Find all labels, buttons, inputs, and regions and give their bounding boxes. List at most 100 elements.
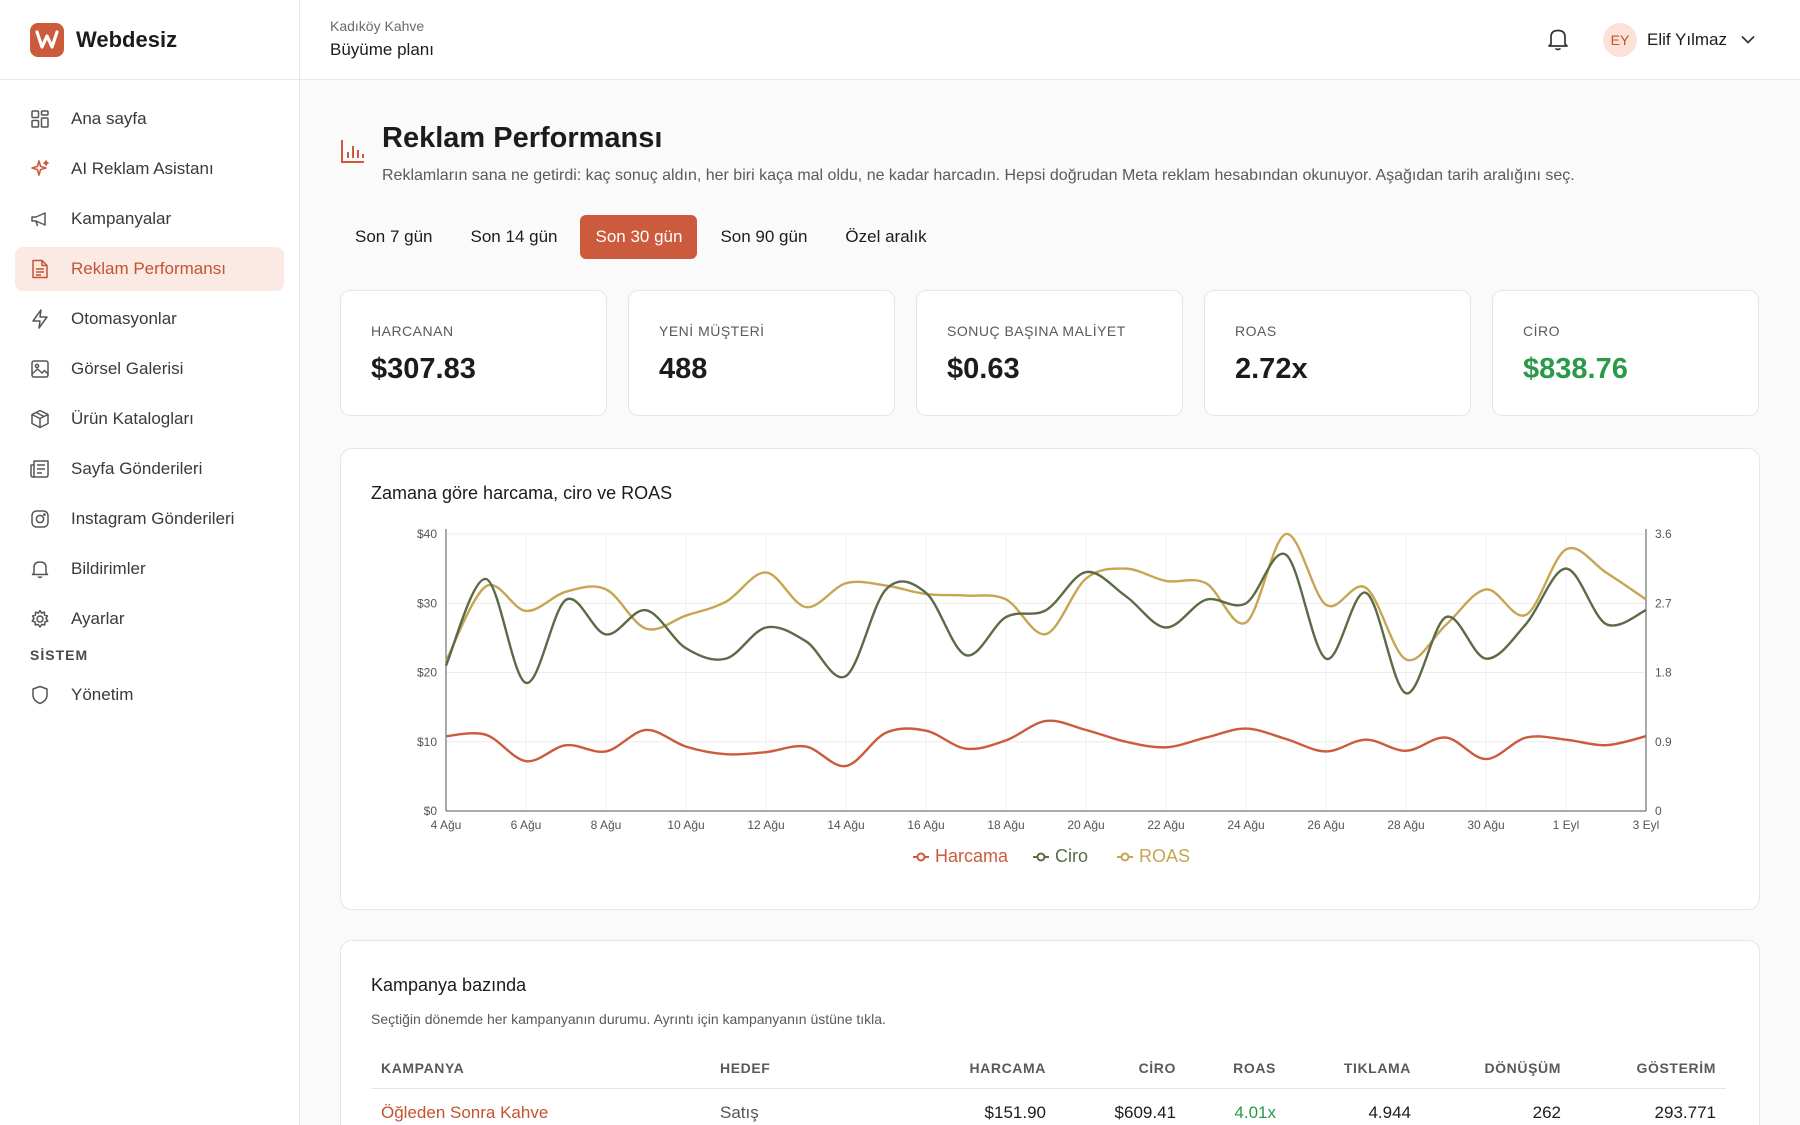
sidebar-item-instagram-gonderileri[interactable]: Instagram Gönderileri — [15, 497, 284, 541]
column-header[interactable]: DÖNÜŞÜM — [1484, 1060, 1561, 1076]
stat-label: YENİ MÜŞTERİ — [659, 323, 765, 339]
bar-chart-icon — [340, 138, 366, 164]
stat-card-roas: ROAS 2.72x — [1204, 290, 1471, 416]
column-header[interactable]: ROAS — [1233, 1060, 1276, 1076]
y-left-tick-label: $0 — [424, 804, 438, 818]
sidebar-item-sayfa-gonderileri[interactable]: Sayfa Gönderileri — [15, 447, 284, 491]
sidebar-item-label: Otomasyonlar — [71, 309, 177, 328]
user-name: Elif Yılmaz — [1647, 30, 1727, 49]
sidebar-item-ai-reklam-asistani[interactable]: AI Reklam Asistanı — [15, 147, 284, 191]
sidebar-item-bildirimler[interactable]: Bildirimler — [15, 547, 284, 591]
sidebar-item-yonetim[interactable]: Yönetim — [15, 673, 284, 717]
chart-title: Zamana göre harcama, ciro ve ROAS — [371, 483, 673, 503]
column-header[interactable]: GÖSTERİM — [1636, 1060, 1716, 1076]
brand-name: Webdesiz — [76, 26, 178, 52]
x-tick-label: 8 Ağu — [591, 818, 622, 832]
y-left-tick-label: $20 — [417, 666, 437, 680]
campaign-table-card: Kampanya bazında Seçtiğin dönemde her ka… — [340, 940, 1760, 1125]
x-tick-label: 16 Ağu — [907, 818, 944, 832]
sidebar-item-kampanyalar[interactable]: Kampanyalar — [15, 197, 284, 241]
stat-card-new-customers: YENİ MÜŞTERİ 488 — [628, 290, 895, 416]
series-line-harcama — [445, 719, 1647, 768]
x-tick-label: 10 Ağu — [667, 818, 704, 832]
x-tick-label: 18 Ağu — [987, 818, 1024, 832]
column-header[interactable]: TIKLAMA — [1343, 1060, 1411, 1076]
sidebar-item-label: Yönetim — [71, 685, 134, 704]
column-header[interactable]: KAMPANYA — [381, 1060, 465, 1076]
sidebar-item-label: Sayfa Gönderileri — [71, 459, 203, 478]
legend-label: Harcama — [935, 846, 1009, 866]
campaign-name-link[interactable]: Öğleden Sonra Kahve — [381, 1103, 549, 1122]
x-tick-label: 3 Eyl — [1633, 818, 1660, 832]
stat-label: CİRO — [1523, 323, 1560, 339]
legend-marker — [1036, 852, 1046, 862]
newspaper-icon — [29, 458, 51, 480]
workspace-switcher[interactable]: Kadıköy Kahve Büyüme planı — [330, 18, 434, 60]
gear-icon — [29, 608, 51, 630]
stat-value: $0.63 — [947, 353, 1020, 385]
table-header: KAMPANYA HEDEF HARCAMA CİRO ROAS TIKLAMA… — [371, 1049, 1726, 1089]
x-tick-label: 28 Ağu — [1387, 818, 1424, 832]
user-menu[interactable]: EY Elif Yılmaz — [1603, 22, 1755, 58]
stat-value: $838.76 — [1523, 353, 1628, 385]
sidebar-item-label: Ürün Katalogları — [71, 409, 194, 428]
table-row[interactable]: Öğleden Sonra Kahve Satış $151.90 $609.4… — [371, 1089, 1726, 1125]
stat-cards: HARCANAN $307.83 YENİ MÜŞTERİ 488 SONUÇ … — [340, 290, 1759, 416]
instagram-icon — [29, 508, 51, 530]
stat-value: $307.83 — [371, 353, 476, 385]
sidebar-item-otomasyonlar[interactable]: Otomasyonlar — [15, 297, 284, 341]
x-tick-label: 14 Ağu — [827, 818, 864, 832]
sidebar-item-gorsel-galerisi[interactable]: Görsel Galerisi — [15, 347, 284, 391]
campaign-table-title: Kampanya bazında — [371, 975, 527, 995]
y-right-tick-label: 0 — [1655, 804, 1662, 818]
dashboard-grid-icon — [29, 108, 51, 130]
legend-label: Ciro — [1055, 846, 1088, 866]
range-14-days[interactable]: Son 14 gün — [470, 227, 558, 246]
y-right-tick-label: 3.6 — [1655, 527, 1672, 541]
sidebar-item-ana-sayfa[interactable]: Ana sayfa — [15, 97, 284, 141]
range-7-days[interactable]: Son 7 gün — [355, 227, 433, 246]
sidebar-item-label: AI Reklam Asistanı — [71, 159, 214, 178]
column-header[interactable]: HARCAMA — [969, 1060, 1046, 1076]
chart-card: $0 0 $10 0.9 $20 1.8 $30 2.7 $40 3.6 4 Ağu 6 Ağu 8 A… — [340, 448, 1760, 910]
campaign-goal: Satış — [720, 1103, 759, 1122]
shield-icon — [29, 684, 51, 706]
stat-card-revenue: CİRO $838.76 — [1492, 290, 1759, 416]
stat-label: ROAS — [1235, 323, 1277, 339]
sidebar-item-urun-kataloglari[interactable]: Ürün Katalogları — [15, 397, 284, 441]
range-90-days[interactable]: Son 90 gün — [720, 227, 808, 246]
bell-icon — [29, 558, 51, 580]
campaign-spend: $151.90 — [984, 1103, 1046, 1122]
lightning-icon — [29, 308, 51, 330]
sidebar-item-label: Instagram Gönderileri — [71, 509, 235, 528]
sidebar-item-reklam-performansi[interactable]: Reklam Performansı — [15, 247, 284, 291]
brand[interactable]: Webdesiz — [0, 0, 299, 80]
y-left-tick-label: $30 — [417, 596, 437, 610]
campaign-roas: 4.01x — [1234, 1103, 1276, 1122]
range-30-days[interactable]: Son 30 gün — [580, 215, 698, 259]
series-line-ciro — [444, 552, 1647, 695]
column-header[interactable]: CİRO — [1138, 1060, 1176, 1076]
x-tick-label: 20 Ağu — [1067, 818, 1104, 832]
sidebar: Webdesiz Ana sayfa AI Reklam Asistanı Ka… — [0, 0, 300, 1125]
x-tick-label: 22 Ağu — [1147, 818, 1184, 832]
x-tick-label: 4 Ağu — [431, 818, 462, 832]
avatar: EY — [1603, 23, 1637, 57]
brand-logo-icon — [30, 22, 64, 57]
x-tick-label: 6 Ağu — [511, 818, 542, 832]
stat-value: 2.72x — [1235, 353, 1308, 385]
sidebar-item-ayarlar[interactable]: Ayarlar — [15, 597, 284, 641]
y-right-tick-label: 0.9 — [1655, 735, 1672, 749]
series-line-roas — [444, 532, 1647, 662]
campaign-table-description: Seçtiğin dönemde her kampanyanın durumu.… — [371, 1011, 886, 1027]
x-tick-label: 26 Ağu — [1307, 818, 1344, 832]
column-header[interactable]: HEDEF — [720, 1060, 771, 1076]
legend-label: ROAS — [1139, 846, 1190, 866]
range-custom[interactable]: Özel aralık — [845, 227, 927, 246]
plan-name: Büyüme planı — [330, 40, 434, 59]
stat-label: HARCANAN — [371, 323, 454, 339]
sidebar-item-label: Ayarlar — [71, 609, 125, 628]
image-icon — [29, 358, 51, 380]
notifications-bell-icon[interactable] — [1547, 27, 1573, 53]
campaign-impressions: 293.771 — [1654, 1103, 1716, 1122]
